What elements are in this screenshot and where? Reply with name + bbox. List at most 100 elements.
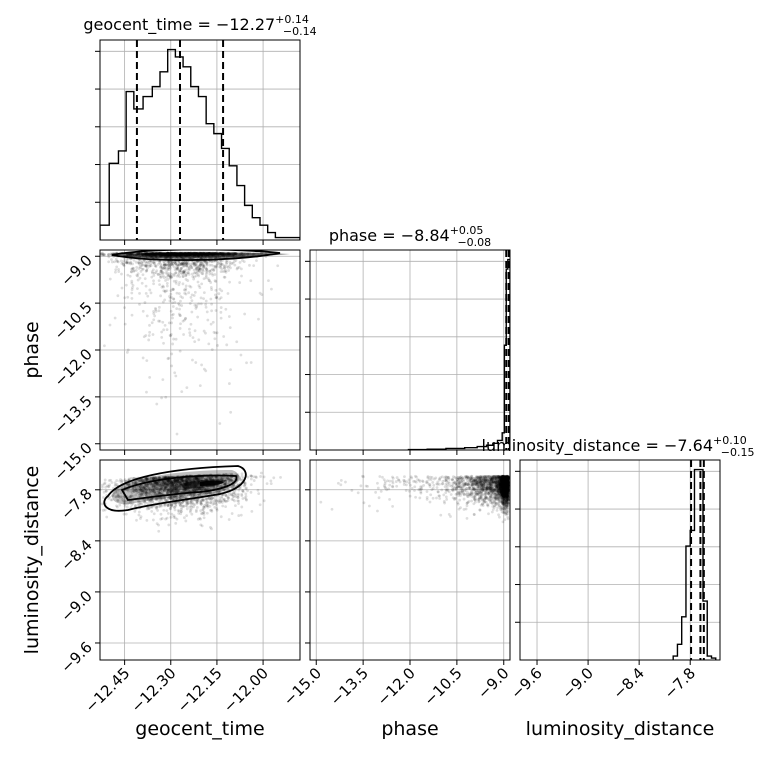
sample-point <box>173 478 177 482</box>
sample-point <box>171 287 175 291</box>
sample-point <box>181 477 185 481</box>
sample-point <box>226 477 230 480</box>
sample-point <box>181 488 185 492</box>
sample-point <box>214 296 218 300</box>
sample-point <box>159 483 163 487</box>
sample-point <box>191 336 195 340</box>
sample-point <box>114 270 117 274</box>
sample-point <box>147 488 151 492</box>
sample-point <box>186 477 190 481</box>
sample-point <box>126 273 130 277</box>
sample-point <box>174 263 178 267</box>
sample-point <box>205 491 208 495</box>
sample-point <box>178 483 182 487</box>
sample-point <box>219 476 223 480</box>
sample-point <box>205 476 209 480</box>
sample-point <box>238 260 242 264</box>
sample-point <box>208 263 212 267</box>
sample-point <box>136 502 140 506</box>
sample-point <box>172 514 176 518</box>
sample-point <box>219 475 223 479</box>
sample-point <box>120 286 124 290</box>
sample-point <box>184 495 187 499</box>
sample-point <box>166 274 170 278</box>
sample-point <box>134 481 138 485</box>
sample-point <box>151 488 154 492</box>
sample-point <box>217 494 221 498</box>
sample-point <box>199 263 202 267</box>
sample-point <box>175 479 179 483</box>
sample-point <box>206 277 210 281</box>
sample-point <box>125 350 129 354</box>
sample-point <box>179 510 183 514</box>
sample-point <box>163 482 167 486</box>
sample-point <box>146 478 149 482</box>
sample-point <box>156 498 160 501</box>
sample-point <box>178 261 182 265</box>
sample-point <box>178 485 182 489</box>
sample-point <box>160 517 164 520</box>
sample-point <box>136 261 140 265</box>
sample-point <box>239 353 243 357</box>
sample-point <box>150 485 153 489</box>
sample-point <box>175 478 179 482</box>
sample-point <box>176 263 180 267</box>
sample-point <box>205 511 209 515</box>
sample-point <box>192 478 196 482</box>
sample-point <box>194 274 198 278</box>
sample-point <box>184 292 188 296</box>
sample-point <box>184 479 188 483</box>
sample-point <box>232 260 236 263</box>
sample-point <box>168 264 172 268</box>
sample-point <box>155 506 159 509</box>
sample-point <box>156 483 160 487</box>
sample-point <box>145 477 148 481</box>
sample-point <box>131 482 135 485</box>
sample-point <box>208 497 211 501</box>
sample-point <box>168 483 172 487</box>
sample-point <box>163 267 166 271</box>
sample-point <box>130 270 133 274</box>
sample-point <box>169 490 173 494</box>
sample-point <box>195 477 199 480</box>
sample-point <box>209 281 213 284</box>
sample-point <box>166 489 170 493</box>
sample-point <box>200 524 204 528</box>
sample-point <box>156 509 159 512</box>
sample-point <box>159 488 162 492</box>
sample-point <box>124 283 128 287</box>
sample-point <box>140 489 144 492</box>
sample-point <box>155 483 159 487</box>
sample-point <box>198 266 202 270</box>
sample-point <box>228 478 232 482</box>
sample-point <box>185 479 188 483</box>
sample-point <box>195 488 199 492</box>
sample-point <box>181 261 185 265</box>
sample-point <box>161 484 165 488</box>
sample-point <box>174 482 177 485</box>
sample-point <box>228 326 232 330</box>
sample-point <box>236 474 240 478</box>
sample-point <box>159 487 163 491</box>
sample-point <box>178 349 182 353</box>
sample-point <box>159 275 163 279</box>
sample-point <box>152 271 156 275</box>
sample-point <box>192 489 195 493</box>
sample-point <box>161 272 164 275</box>
sample-point <box>187 479 191 483</box>
sample-point <box>228 382 231 385</box>
sample-point <box>132 481 135 485</box>
sample-point <box>143 487 147 491</box>
sample-point <box>206 500 210 504</box>
sample-point <box>142 478 146 482</box>
sample-point <box>161 320 165 324</box>
sample-point <box>153 493 157 496</box>
sample-point <box>241 259 244 262</box>
sample-point <box>83 479 86 482</box>
sample-point <box>154 497 158 501</box>
histogram-step <box>407 258 510 450</box>
sample-point <box>198 492 202 496</box>
panel-frame <box>309 249 511 451</box>
sample-point <box>179 478 183 482</box>
sample-point <box>270 287 273 291</box>
